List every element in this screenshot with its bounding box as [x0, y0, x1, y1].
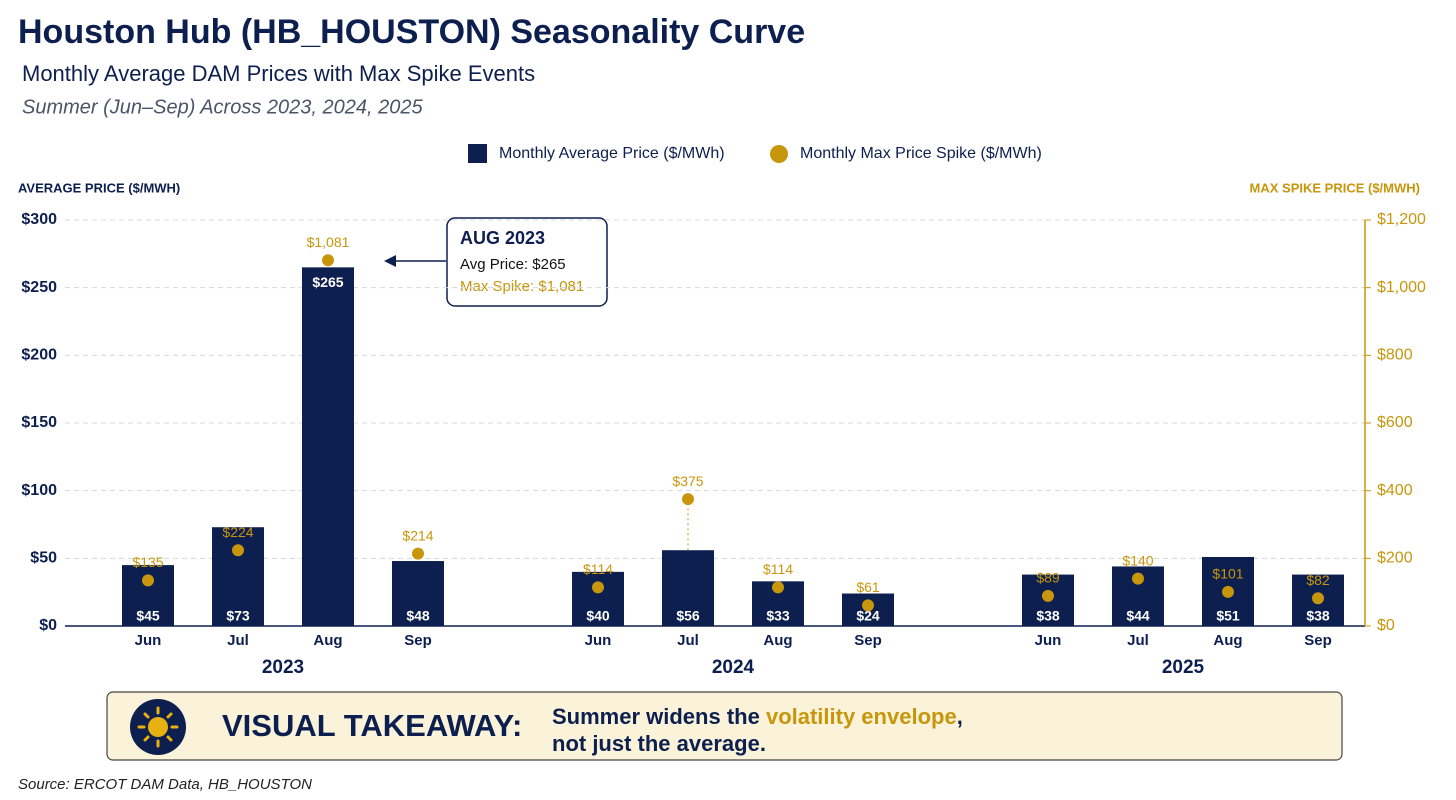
x-tick-label: Jul — [227, 632, 249, 649]
bar — [662, 550, 714, 626]
takeaway-text: Summer widens the volatility envelope, — [552, 704, 963, 729]
source-note: Source: ERCOT DAM Data, HB_HOUSTON — [18, 776, 312, 793]
bar-value-label: $265 — [312, 274, 343, 290]
chart-caption: Summer (Jun–Sep) Across 2023, 2024, 2025 — [22, 96, 423, 118]
annotation-text: Max Spike: $1,081 — [460, 278, 584, 295]
legend-label: Monthly Max Price Spike ($/MWh) — [800, 145, 1042, 162]
spike-value-label: $114 — [583, 561, 613, 577]
takeaway-highlight: volatility envelope — [766, 704, 957, 729]
x-tick-label: Sep — [404, 632, 432, 649]
annotation-text: Avg Price: $265 — [460, 256, 566, 273]
bar-value-label: $51 — [1216, 608, 1240, 624]
x-group-label: 2025 — [1162, 657, 1205, 678]
spike-value-label: $224 — [222, 524, 253, 540]
spike-dot — [1222, 585, 1234, 598]
legend-label: Monthly Average Price ($/MWh) — [499, 145, 725, 162]
spike-dot — [1132, 572, 1144, 585]
x-tick-label: Aug — [1213, 632, 1242, 649]
takeaway: VISUAL TAKEAWAY: Summer widens the volat… — [106, 691, 1343, 761]
sun-rays — [137, 706, 179, 748]
bar-value-label: $38 — [1306, 608, 1330, 624]
bar-value-label: $40 — [586, 608, 610, 624]
y-tick-label: $0 — [39, 617, 57, 634]
takeaway-box — [106, 691, 1343, 761]
bar-value-label: $73 — [226, 608, 250, 624]
bar — [392, 561, 444, 626]
bar-value-label: $45 — [136, 608, 160, 624]
spike-value-label: $61 — [856, 579, 880, 595]
y-tick-label: $250 — [21, 279, 57, 296]
spike-value-label: $82 — [1306, 572, 1330, 588]
spike-dot — [142, 574, 154, 587]
annotation-title: AUG 2023 — [460, 228, 545, 248]
sun-core — [148, 717, 168, 737]
bar-value-label: $56 — [676, 608, 700, 624]
spike-value-label: $114 — [763, 561, 793, 577]
spike-value-label: $1,081 — [307, 234, 350, 250]
bar-value-label: $44 — [1126, 608, 1150, 624]
y2-tick-label: $1,000 — [1377, 279, 1426, 296]
chart-subtitle: Monthly Average DAM Prices with Max Spik… — [22, 61, 535, 86]
spike-value-label: $89 — [1036, 570, 1060, 586]
bar-value-label: $33 — [766, 608, 790, 624]
y-tick-label: $200 — [21, 347, 57, 364]
spike-value-label: $214 — [402, 527, 433, 543]
x-tick-label: Jul — [677, 632, 699, 649]
y2-tick-label: $0 — [1377, 617, 1395, 634]
spike-dot — [1312, 592, 1324, 605]
x-group-label: 2023 — [262, 657, 304, 678]
y-axis-title: AVERAGE PRICE ($/MWH) — [18, 180, 180, 195]
chart-title: Houston Hub (HB_HOUSTON) Seasonality Cur… — [18, 13, 805, 51]
x-tick-label: Aug — [313, 632, 342, 649]
y2-tick-label: $1,200 — [1377, 211, 1426, 228]
y-tick-label: $50 — [30, 550, 57, 567]
spike-value-label: $375 — [672, 473, 703, 489]
legend-swatch — [770, 145, 788, 163]
x-tick-label: Jul — [1127, 632, 1149, 649]
bar-value-label: $48 — [406, 608, 430, 624]
x-tick-label: Jun — [585, 632, 612, 649]
spike-dot — [412, 547, 424, 560]
bar-value-label: $24 — [856, 608, 880, 624]
spike-dot — [592, 581, 604, 594]
bar — [302, 267, 354, 626]
y2-tick-label: $600 — [1377, 414, 1413, 431]
y2-axis-title: MAX SPIKE PRICE ($/MWH) — [1250, 180, 1420, 195]
spike-value-label: $101 — [1212, 566, 1243, 582]
spike-dot — [232, 544, 244, 557]
annotation-arrowhead — [384, 255, 396, 267]
takeaway-text-part: , — [957, 704, 963, 729]
spike-dot — [772, 581, 784, 594]
bar — [212, 527, 264, 626]
takeaway-text-part: Summer widens the — [552, 704, 766, 729]
x-tick-label: Sep — [1304, 632, 1332, 649]
takeaway-heading: VISUAL TAKEAWAY: — [222, 708, 522, 743]
spike-value-label: $140 — [1122, 552, 1153, 568]
y-tick-label: $150 — [21, 414, 57, 431]
x-tick-label: Aug — [763, 632, 792, 649]
annotation-box — [446, 217, 608, 307]
annotation: AUG 2023 Avg Price: $265 Max Spike: $1,0… — [384, 217, 608, 307]
x-tick-label: Jun — [1035, 632, 1062, 649]
spike-dot — [1042, 589, 1054, 602]
x-group-label: 2024 — [712, 657, 755, 678]
spike-value-label: $135 — [132, 554, 163, 570]
bar-value-label: $38 — [1036, 608, 1060, 624]
y2-tick-label: $800 — [1377, 347, 1413, 364]
y2-tick-label: $200 — [1377, 550, 1413, 567]
y-tick-label: $100 — [21, 482, 57, 499]
legend-swatch — [468, 144, 487, 163]
spike-dot — [322, 254, 334, 267]
spike-dot — [862, 599, 874, 612]
x-tick-label: Jun — [135, 632, 162, 649]
bar — [572, 571, 624, 626]
y2-tick-label: $400 — [1377, 482, 1413, 499]
x-tick-label: Sep — [854, 632, 882, 649]
spike-dot — [682, 493, 694, 506]
y-tick-label: $300 — [21, 211, 57, 228]
takeaway-text: not just the average. — [552, 731, 766, 756]
